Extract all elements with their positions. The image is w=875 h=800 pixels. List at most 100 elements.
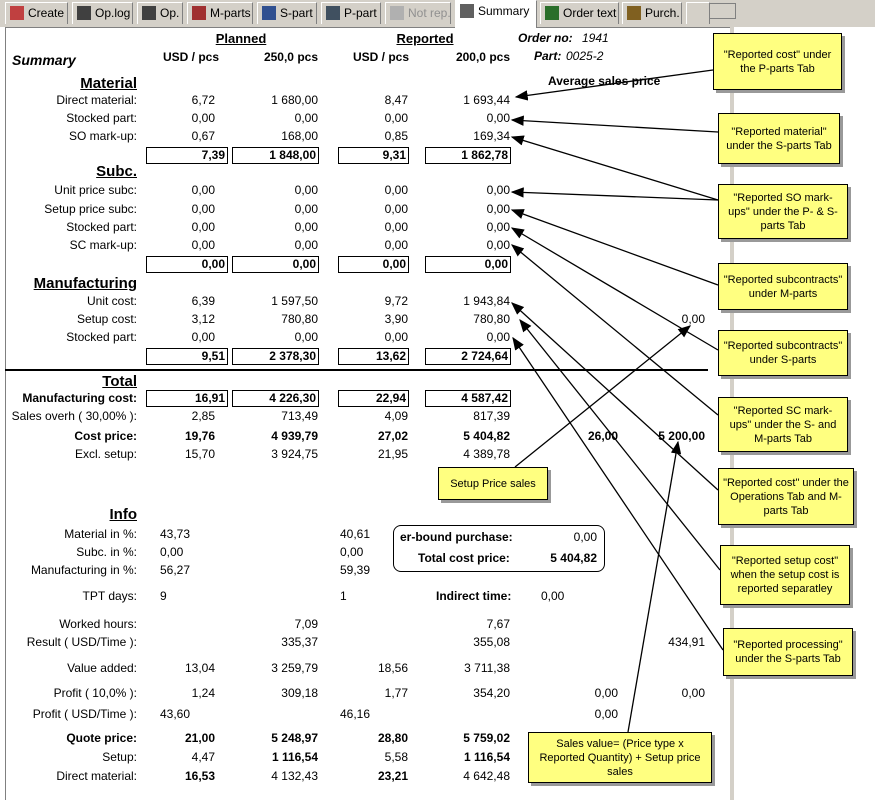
cell-value: 2 724,64 [461, 349, 508, 363]
cell-value: 0,00 [384, 202, 408, 216]
row-label: Direct material: [56, 769, 137, 783]
callout: "Reported SC mark-ups" under the S- and … [718, 397, 848, 452]
column-unit: USD / pcs [353, 50, 410, 64]
callout-text: "Reported cost" under the P-parts Tab [723, 48, 832, 75]
callout: "Reported SO mark-ups" under the P- & S-… [718, 184, 848, 239]
section-heading: Material [80, 75, 137, 92]
order-no-label: Order no: [518, 31, 573, 45]
column-qty: 250,0 pcs [263, 50, 318, 64]
cell-value: 0,00 [201, 257, 225, 271]
callout: "Reported cost" under the P-parts Tab [713, 33, 842, 90]
row-label: Profit ( USD/Time ): [32, 707, 137, 721]
tab[interactable]: Not rep. [385, 2, 451, 24]
cell-value: 355,08 [473, 635, 510, 649]
row-label: Unit cost: [86, 294, 137, 308]
cell-value: 780,80 [473, 312, 510, 326]
cell-value: 0,00 [294, 183, 318, 197]
tab[interactable]: Op.log [72, 2, 133, 24]
tab[interactable]: Order text [540, 2, 619, 24]
cell-value: 0,00 [384, 183, 408, 197]
cell-value: 0,00 [191, 238, 215, 252]
value-box [425, 256, 511, 273]
cell-value: 0,00 [486, 111, 510, 125]
cell-value: 0,00 [191, 183, 215, 197]
cell-value: 5 200,00 [658, 429, 705, 443]
cell-value: 0,00 [191, 202, 215, 216]
callout: "Reported cost" under the Operations Tab… [718, 468, 854, 525]
row-label: Manufacturing in %: [30, 563, 137, 577]
cell-value: 817,39 [473, 409, 510, 423]
cell-value: 0,00 [294, 220, 318, 234]
cell-value: 0,00 [294, 202, 318, 216]
tab-icon [390, 6, 404, 20]
cell-value: 169,34 [473, 129, 510, 143]
tab-label: Op. [160, 6, 180, 20]
cell-value: 309,18 [281, 686, 318, 700]
tab[interactable]: S-part [257, 2, 317, 24]
tab[interactable] [686, 2, 710, 24]
panel-frame [5, 27, 730, 800]
title: Summary [12, 52, 76, 68]
tab-icon [627, 6, 641, 20]
value-box [338, 390, 409, 407]
cell-value: 713,49 [281, 409, 318, 423]
part: 0025-2 [566, 49, 604, 63]
cell-value: 354,20 [473, 686, 510, 700]
cell-value: 4 389,78 [463, 447, 510, 461]
value-box [146, 256, 228, 273]
tab-icon [142, 6, 156, 20]
cell-value: 23,21 [377, 769, 408, 783]
callout-text: "Reported SC mark-ups" under the S- and … [729, 404, 837, 445]
cell-value: 0,00 [294, 238, 318, 252]
cell-value: 0,00 [486, 238, 510, 252]
row-label: TPT days: [82, 589, 137, 603]
row-label: Quote price: [66, 731, 137, 745]
value-box [232, 147, 319, 164]
tab-icon [10, 6, 24, 20]
tab[interactable]: Purch. [622, 2, 682, 24]
cell-value: 2,85 [191, 409, 215, 423]
row-label: Subc. in %: [76, 545, 137, 559]
cell-value: 19,76 [184, 429, 215, 443]
callout: "Reported material" under the S-parts Ta… [718, 113, 840, 164]
cell-value: 0,00 [294, 330, 318, 344]
row-label: Cost price: [74, 429, 137, 443]
tab-label: Summary [478, 4, 530, 18]
callout: Setup Price sales [438, 467, 548, 500]
cell-value: 6,39 [191, 294, 215, 308]
callout-text: Sales value= (Price type x Reported Quan… [539, 737, 701, 778]
cell-value: 8,47 [384, 93, 408, 107]
row-label: Setup cost: [76, 312, 137, 326]
cell-value: 0,00 [384, 330, 408, 344]
value-box [425, 348, 511, 365]
callout-text: Setup Price sales [450, 477, 536, 490]
cell-value: 28,80 [377, 731, 408, 745]
cell-value: 1 943,84 [463, 294, 510, 308]
tab[interactable]: M-parts [187, 2, 253, 24]
tab-icon [192, 6, 206, 20]
tab[interactable]: Create [5, 2, 68, 24]
tab[interactable]: Op. [137, 2, 183, 24]
tab[interactable]: P-part [321, 2, 381, 24]
cell-value: 4,09 [384, 409, 408, 423]
value-box [425, 147, 511, 164]
cell-value: 4 642,48 [463, 769, 510, 783]
row-label: Worked hours: [59, 617, 137, 631]
row-label: Stocked part: [66, 111, 137, 125]
indirect-label: Indirect time: [436, 589, 512, 603]
cell-value: 1,24 [191, 686, 215, 700]
row-label: Profit ( 10,0% ): [53, 686, 137, 700]
cell-value: 21,95 [377, 447, 408, 461]
tab-label: S-part [280, 6, 313, 20]
tab[interactable]: Summary [455, 0, 537, 28]
cell-value: 1 693,44 [463, 93, 510, 107]
cell-value: 13,62 [375, 349, 406, 363]
callout: "Reported processing" under the S-parts … [723, 628, 853, 676]
value-box [146, 147, 228, 164]
cell-value: 1 862,78 [461, 148, 508, 162]
tab-label: Create [28, 6, 65, 20]
callout-text: "Reported subcontracts" under M-parts [723, 273, 843, 300]
callout: "Reported subcontracts" under S-parts [718, 330, 848, 376]
summary-value: 0,00 [573, 530, 597, 544]
value-box [232, 256, 319, 273]
